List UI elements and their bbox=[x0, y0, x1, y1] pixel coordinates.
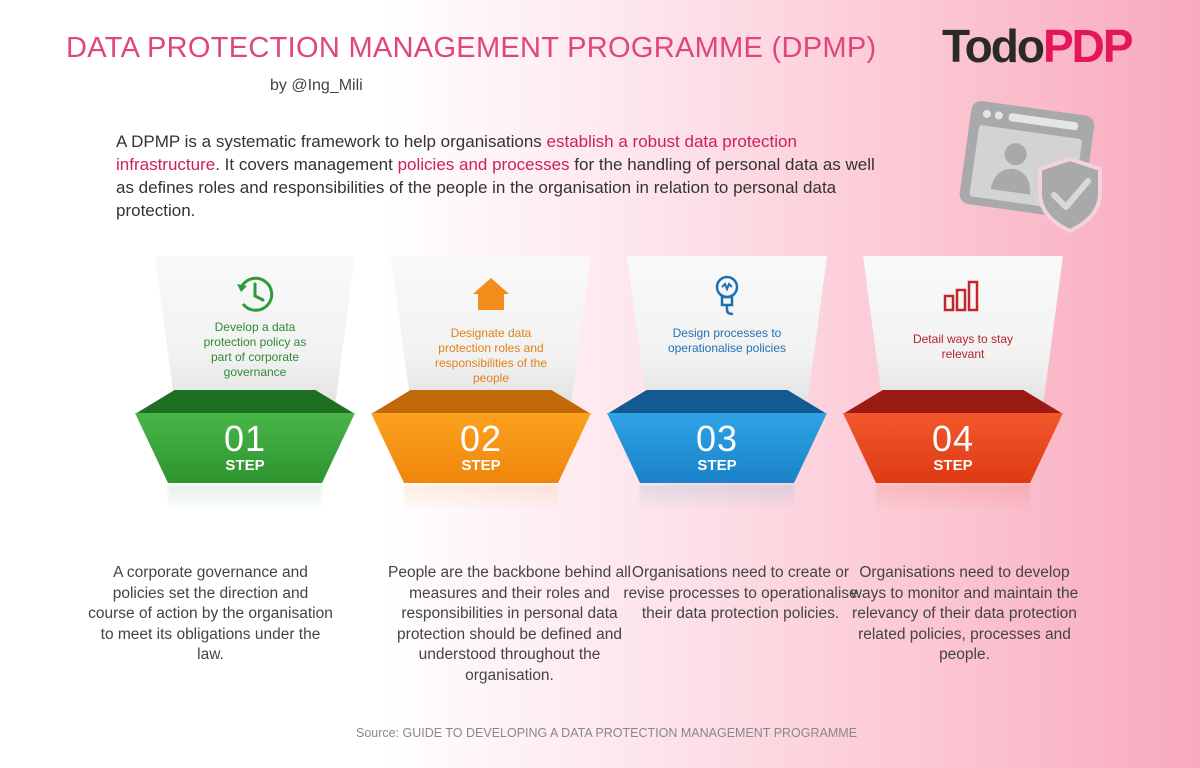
step-1-label: STEP bbox=[225, 457, 265, 474]
step-2-label: STEP bbox=[461, 457, 501, 474]
step-2-caption: Designate data protection roles and resp… bbox=[434, 326, 548, 385]
intro-paragraph: A DPMP is a systematic framework to help… bbox=[116, 132, 875, 220]
step-4-number: 04 bbox=[931, 418, 975, 459]
step-3-number: 03 bbox=[695, 418, 739, 459]
step-3-label: STEP bbox=[697, 457, 737, 474]
step-2-description: People are the backbone behind all measu… bbox=[387, 564, 632, 684]
house-icon bbox=[473, 278, 509, 310]
lightbulb-icon bbox=[715, 275, 739, 316]
step-4-badge: 04 STEP bbox=[843, 390, 1063, 511]
todopdp-logo: TodoPDP bbox=[942, 20, 1134, 72]
intro-highlight-infrastructure: establish a robust data protection infra… bbox=[116, 132, 797, 174]
step-4-caption: Detail ways to stay relevant bbox=[912, 332, 1014, 361]
step-4-label: STEP bbox=[933, 457, 973, 474]
step-1-description: A corporate governance and policies set … bbox=[88, 564, 333, 663]
step-1-caption: Develop a data protection policy as part… bbox=[203, 320, 307, 379]
step-1-number: 01 bbox=[223, 418, 267, 459]
intro-highlight-policies: policies and processes bbox=[397, 155, 570, 174]
step-4-description: Organisations need to develop ways to mo… bbox=[850, 564, 1079, 663]
author-byline: by @Ing_Mili bbox=[270, 77, 363, 94]
step-2-number: 02 bbox=[459, 418, 503, 459]
step-3-badge: 03 STEP bbox=[607, 390, 827, 511]
clock-icon bbox=[237, 276, 274, 312]
source-note: Source: GUIDE TO DEVELOPING A DATA PROTE… bbox=[356, 726, 858, 740]
bar-chart-icon bbox=[943, 280, 979, 312]
step-3-caption: Design processes to operationalise polic… bbox=[667, 326, 787, 355]
page-title: DATA PROTECTION MANAGEMENT PROGRAMME (DP… bbox=[66, 32, 877, 64]
step-3-description: Organisations need to create or revise p… bbox=[623, 564, 858, 622]
step-2-badge: 02 STEP bbox=[371, 390, 591, 511]
step-1-badge: 01 STEP bbox=[135, 390, 355, 511]
browser-user-shield-icon bbox=[959, 100, 1102, 234]
